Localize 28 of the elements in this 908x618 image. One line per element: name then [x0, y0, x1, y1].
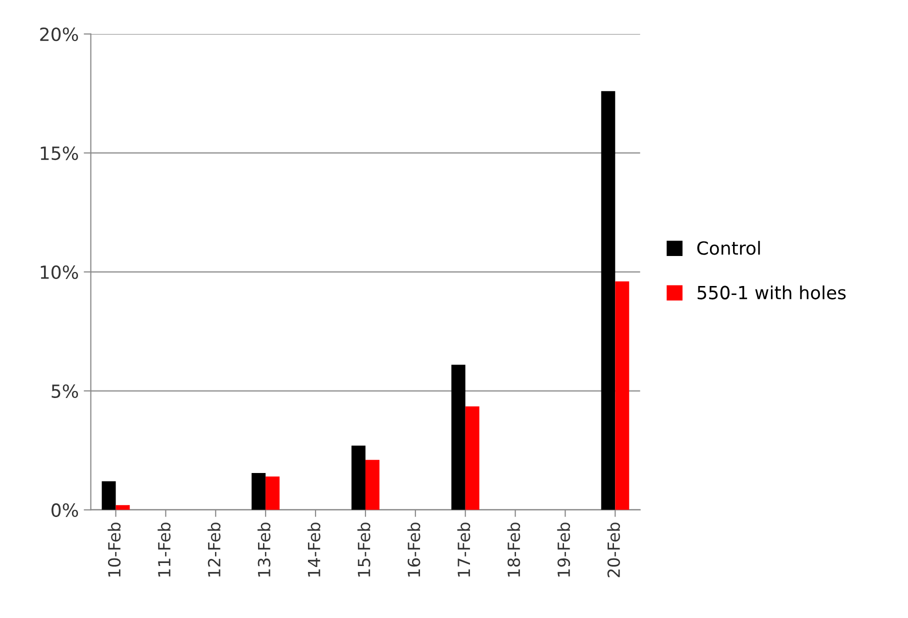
y-tick-label: 15%: [40, 146, 78, 160]
legend-label: Control: [697, 240, 760, 255]
y-tick-label: 20%: [40, 27, 78, 42]
y-tick-label: 10%: [40, 265, 78, 280]
x-tick-label: 19-Feb: [557, 522, 570, 577]
bar: [465, 406, 480, 510]
bar: [252, 472, 266, 510]
x-tick-label: 20-Feb: [607, 522, 620, 578]
bar: [266, 476, 280, 510]
bar: [102, 481, 116, 510]
bar: [365, 460, 380, 510]
x-tick-label: 15-Feb: [357, 522, 370, 577]
bar: [615, 281, 630, 510]
bar: [601, 91, 616, 510]
bar: [451, 364, 466, 510]
y-tick-label: 5%: [52, 384, 78, 398]
x-tick-label: 16-Feb: [407, 522, 420, 577]
x-tick-label: 13-Feb: [258, 522, 270, 577]
bar: [116, 505, 130, 510]
bar: [351, 446, 366, 510]
x-tick-label: 10-Feb: [108, 522, 121, 577]
x-tick-label: 11-Feb: [158, 522, 171, 577]
x-tick-label: 14-Feb: [307, 522, 320, 577]
x-tick-label: 17-Feb: [457, 522, 470, 577]
x-tick-label: 18-Feb: [507, 522, 520, 577]
y-tick-label: 0%: [52, 503, 78, 517]
legend-label: 550-1 with holes: [698, 285, 846, 300]
x-tick-label: 12-Feb: [208, 522, 220, 577]
